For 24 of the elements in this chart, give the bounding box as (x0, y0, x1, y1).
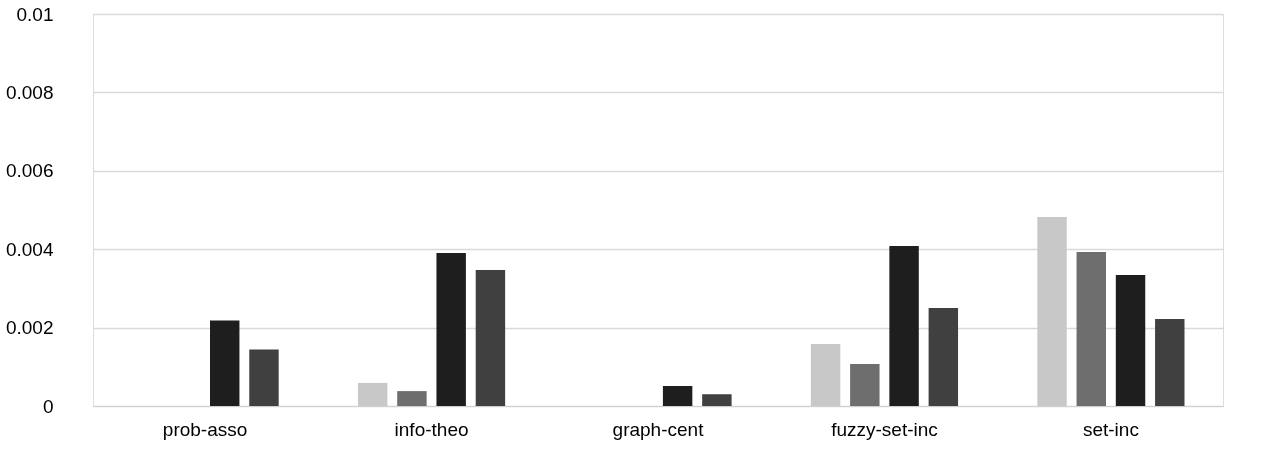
y-tick-label: 0.004 (5, 238, 54, 260)
bar (210, 320, 240, 406)
y-tick-label: 0.002 (5, 317, 54, 339)
y-tick-label: 0.01 (16, 3, 54, 25)
bar (850, 364, 880, 406)
bar (702, 394, 732, 406)
bar (928, 308, 959, 406)
y-tick-label: 0 (42, 395, 54, 417)
bar (397, 391, 427, 406)
x-tick-label: info-theo (394, 418, 469, 440)
x-tick-label: prob-asso (162, 418, 248, 440)
bar (1076, 251, 1106, 406)
x-tick-label: graph-cent (612, 418, 705, 440)
x-tick-label: set-inc (1082, 418, 1139, 440)
bar (1115, 275, 1146, 406)
bar (662, 386, 693, 406)
bar (889, 246, 919, 406)
bar (436, 253, 466, 406)
y-tick-label: 0.008 (5, 81, 54, 103)
bar (1155, 318, 1185, 406)
x-tick-label: fuzzy-set-inc (831, 418, 938, 440)
y-tick-label: 0.006 (5, 160, 54, 182)
bar (475, 269, 506, 406)
bar (249, 349, 279, 406)
